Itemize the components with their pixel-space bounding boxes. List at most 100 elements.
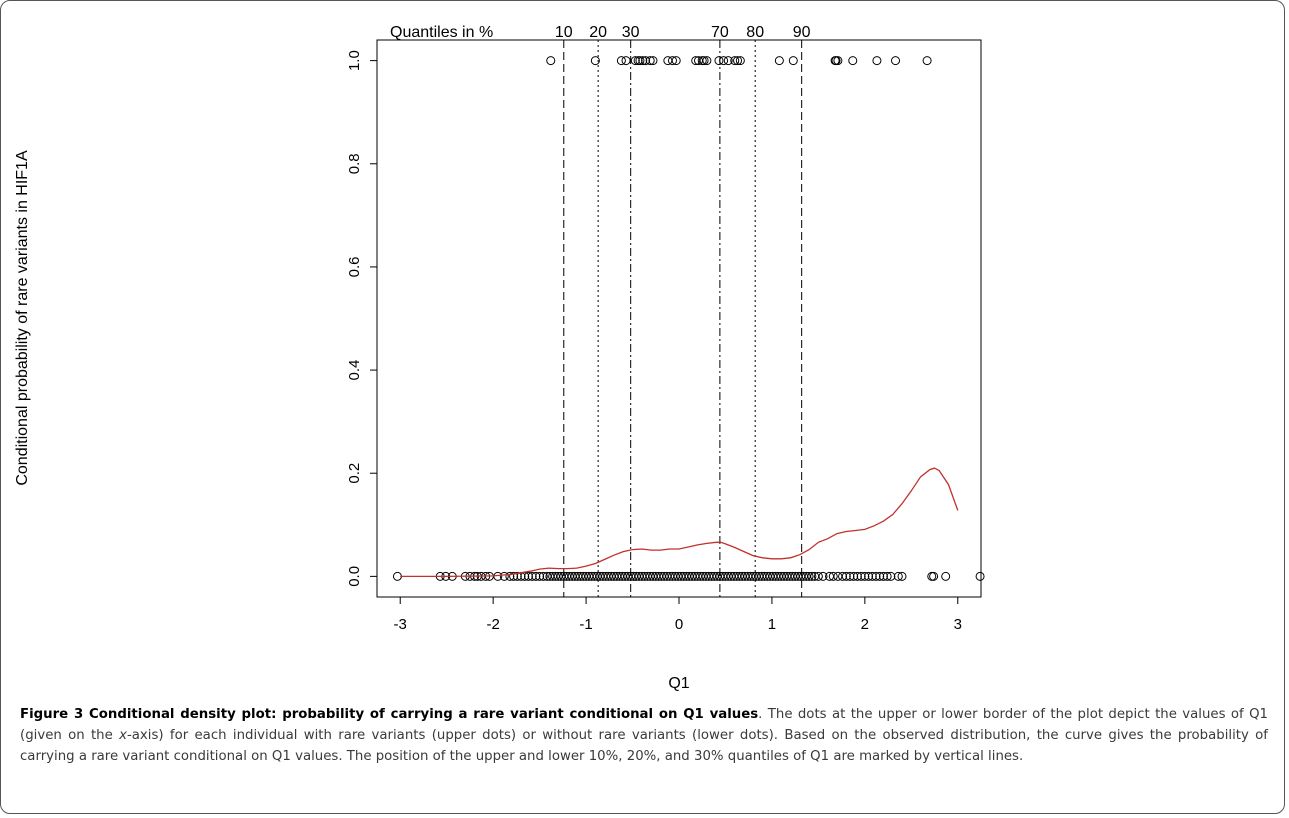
upper-point <box>872 56 882 66</box>
lower-point <box>897 571 907 581</box>
quantile-lines <box>563 40 803 597</box>
upper-point <box>667 56 677 66</box>
upper-point <box>546 56 556 66</box>
lower-point <box>505 571 515 581</box>
lower-point <box>927 571 937 581</box>
quantile-label-10: 10 <box>555 24 573 41</box>
x-tick-label: 1 <box>768 616 776 633</box>
lower-point <box>856 571 866 581</box>
upper-point <box>616 56 626 66</box>
lower-point <box>818 571 828 581</box>
lower-point <box>864 571 874 581</box>
lower-point <box>882 571 892 581</box>
upper-point <box>699 56 709 66</box>
upper-point <box>671 56 681 66</box>
y-tick-label: 0.0 <box>346 566 363 587</box>
caption-title: Figure 3 Conditional density plot: proba… <box>20 707 759 722</box>
upper-point <box>638 56 648 66</box>
upper-point <box>645 56 655 66</box>
lower-point <box>845 571 855 581</box>
lower-point <box>828 571 838 581</box>
upper-points <box>546 56 932 66</box>
x-tick-label: -2 <box>486 616 499 633</box>
lower-point <box>499 571 509 581</box>
y-axis-label: Conditional probability of rare variants… <box>14 150 31 486</box>
upper-point <box>922 56 932 66</box>
y-tick-label: 0.2 <box>346 463 363 484</box>
lower-point <box>535 571 545 581</box>
upper-point <box>788 56 798 66</box>
quantile-label-30: 30 <box>622 24 640 41</box>
lower-point <box>523 571 533 581</box>
lower-point <box>527 571 537 581</box>
caption-text-part2: -axis) for each individual with rare var… <box>20 728 1268 764</box>
upper-point <box>648 56 658 66</box>
x-axis: -3 -2 -1 0 1 2 3 <box>394 597 962 633</box>
lower-point <box>886 571 896 581</box>
x-tick-label: 0 <box>675 616 683 633</box>
y-tick-label: 0.8 <box>346 153 363 174</box>
upper-point <box>630 56 640 66</box>
upper-point <box>723 56 733 66</box>
lower-point <box>871 571 881 581</box>
lower-point <box>531 571 541 581</box>
upper-point <box>833 56 843 66</box>
upper-point <box>735 56 745 66</box>
plot-border <box>376 39 982 598</box>
lower-point <box>975 571 985 581</box>
lower-point <box>538 571 548 581</box>
quantile-header: Quantiles in % <box>390 24 493 41</box>
lower-point <box>941 571 951 581</box>
lower-point <box>929 571 939 581</box>
conditional-density-plot: -3 -2 -1 0 1 2 3 0.0 0.2 0.4 0.6 0.8 1.0 Quantiles … <box>14 24 985 692</box>
x-tick-label: -3 <box>394 616 407 633</box>
quantile-label-90: 90 <box>793 24 811 41</box>
upper-point <box>730 56 740 66</box>
quantile-labels: 10 20 30 70 80 90 <box>555 24 811 41</box>
upper-point <box>702 56 712 66</box>
x-tick-label: 3 <box>954 616 962 633</box>
lower-point <box>849 571 859 581</box>
lower-points <box>392 571 985 581</box>
lower-point <box>867 571 877 581</box>
upper-point <box>635 56 645 66</box>
lower-point <box>804 571 814 581</box>
density-curve-layer <box>400 467 959 578</box>
lower-point <box>512 571 522 581</box>
y-tick-label: 0.4 <box>346 360 363 381</box>
lower-point <box>852 571 862 581</box>
density-curve <box>400 467 959 578</box>
upper-point <box>590 56 600 66</box>
caption-axis-name: x <box>119 728 127 743</box>
upper-point <box>848 56 858 66</box>
lower-point <box>833 571 843 581</box>
upper-point <box>733 56 743 66</box>
upper-point <box>774 56 784 66</box>
lower-point <box>860 571 870 581</box>
x-tick-label: -1 <box>579 616 592 633</box>
quantile-label-20: 20 <box>589 24 607 41</box>
lower-point <box>875 571 885 581</box>
lower-point <box>878 571 888 581</box>
lower-point <box>807 571 817 581</box>
figure-caption: Figure 3 Conditional density plot: proba… <box>20 704 1268 767</box>
lower-point <box>838 571 848 581</box>
lower-point <box>841 571 851 581</box>
x-axis-label: Q1 <box>668 675 689 692</box>
quantile-label-80: 80 <box>746 24 764 41</box>
upper-point <box>663 56 673 66</box>
lower-point <box>813 571 823 581</box>
lower-point <box>509 571 519 581</box>
caption-text-part1: . The dots at the upper or lower border … <box>20 707 1268 743</box>
quantile-label-70: 70 <box>711 24 729 41</box>
y-tick-label: 0.6 <box>346 256 363 277</box>
upper-point <box>641 56 651 66</box>
x-tick-label: 2 <box>861 616 869 633</box>
upper-point <box>714 56 724 66</box>
upper-point <box>621 56 631 66</box>
y-axis: 0.0 0.2 0.4 0.6 0.8 1.0 <box>346 50 377 587</box>
upper-point <box>891 56 901 66</box>
y-tick-label: 1.0 <box>346 50 363 71</box>
upper-point <box>719 56 729 66</box>
